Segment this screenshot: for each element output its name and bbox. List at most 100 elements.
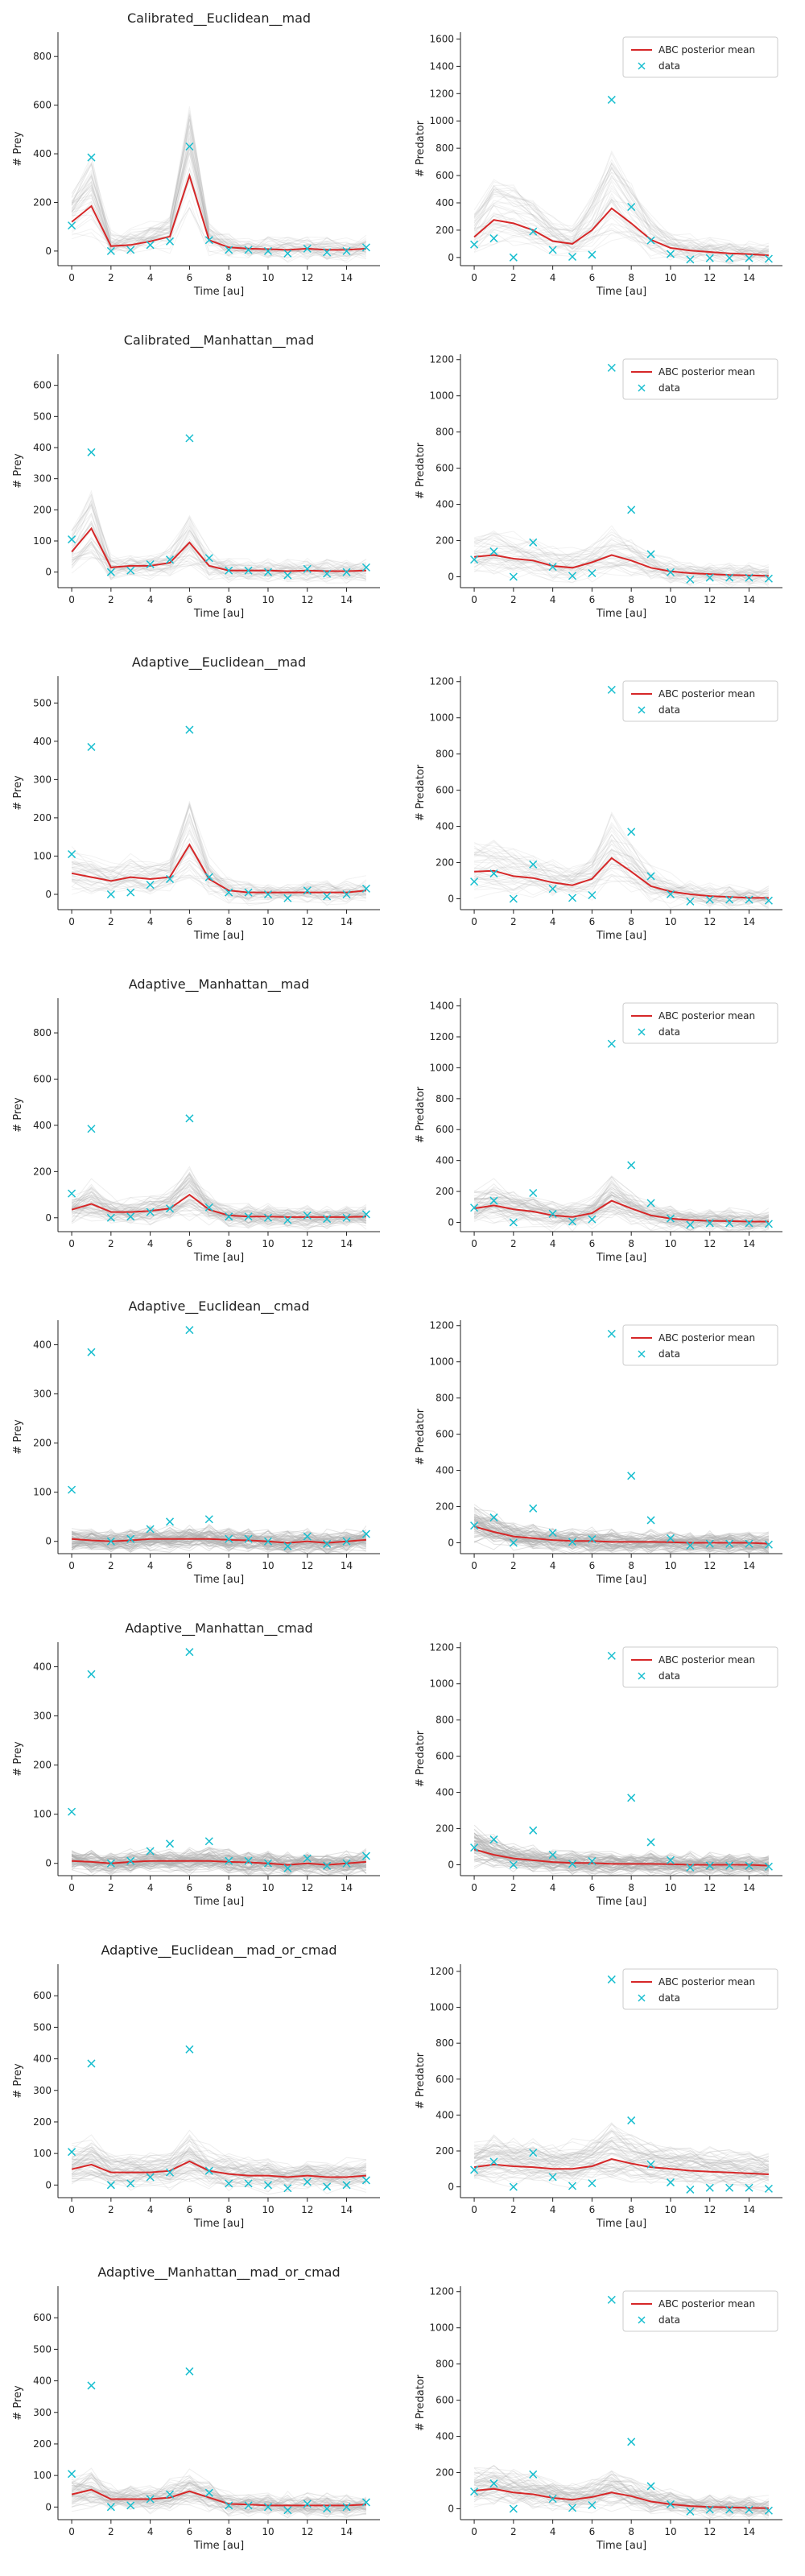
data-point	[764, 254, 773, 263]
sample-trajectory	[474, 1176, 770, 1231]
sample-trajectory	[474, 2146, 770, 2178]
sample-trajectory	[71, 141, 367, 258]
y-axis-label: # Predator	[415, 2052, 427, 2109]
sample-trajectory	[71, 2491, 367, 2514]
data-point	[470, 1843, 479, 1852]
x-tick-label: 14	[341, 1560, 353, 1571]
sample-trajectory	[473, 1517, 769, 1548]
sample-trajectory	[71, 500, 367, 577]
sample-trajectory	[474, 539, 770, 583]
data-point	[303, 564, 312, 573]
x-tick-label: 8	[225, 272, 232, 283]
x-tick-label: 8	[628, 1238, 634, 1249]
sample-trajectory	[71, 2145, 367, 2186]
x-tick-label: 6	[589, 1238, 596, 1249]
sample-trajectory	[474, 198, 770, 257]
legend-data-swatch	[638, 1028, 646, 1036]
sample-trajectory	[72, 2485, 367, 2518]
sample-trajectory	[72, 2153, 367, 2186]
sample-trajectory	[71, 2477, 367, 2512]
sample-trajectory	[473, 1845, 770, 1875]
sample-trajectory	[71, 1530, 367, 1551]
sample-trajectory	[473, 2129, 770, 2168]
data-point	[588, 568, 597, 578]
x-tick-label: 6	[589, 2204, 596, 2215]
sample-trajectory	[71, 1176, 367, 1229]
legend: ABC posterior mean data	[622, 358, 778, 400]
sample-trajectory	[473, 539, 770, 584]
sample-trajectory	[473, 1840, 770, 1872]
data-point	[342, 1213, 351, 1222]
sample-trajectory	[473, 555, 770, 586]
data-point	[568, 2504, 577, 2512]
y-tick-label: 200	[436, 225, 454, 236]
sample-trajectory	[71, 106, 367, 257]
sample-trajectory	[473, 552, 770, 586]
sample-trajectory	[473, 1193, 769, 1230]
data-point	[68, 2148, 76, 2157]
sample-trajectory	[71, 1194, 366, 1227]
sample-trajectory	[473, 2161, 770, 2178]
sample-trajectory	[71, 2135, 366, 2172]
data-point	[185, 1326, 194, 1335]
y-tick-label: 200	[436, 1823, 454, 1835]
sample-trajectory	[474, 2153, 769, 2174]
sample-trajectory	[474, 833, 770, 901]
data-point	[646, 872, 655, 881]
sample-trajectory	[473, 1205, 770, 1232]
x-tick-label: 0	[471, 2204, 477, 2215]
sample-trajectory	[71, 1847, 367, 1872]
x-axis-label: Time [au]	[596, 930, 646, 942]
plot-area	[68, 2045, 370, 2195]
sample-trajectory	[72, 1851, 367, 1874]
x-tick-label: 6	[187, 1882, 193, 1893]
sample-trajectory	[71, 1850, 366, 1872]
y-tick-label: 1200	[429, 1966, 454, 1977]
sample-trajectory	[72, 2481, 366, 2513]
sample-trajectory	[72, 2169, 367, 2187]
data-point	[68, 850, 76, 859]
sample-trajectory	[474, 1525, 769, 1551]
sample-trajectory	[473, 161, 769, 252]
y-tick-label: 0	[448, 572, 454, 583]
y-tick-label: 200	[33, 2438, 52, 2450]
sample-trajectory	[71, 837, 366, 899]
sample-trajectory	[474, 2489, 769, 2514]
plot-area	[68, 2367, 370, 2519]
sample-trajectory	[71, 207, 366, 258]
x-tick-label: 8	[225, 2526, 232, 2537]
x-tick-label: 8	[628, 2204, 634, 2215]
sample-trajectory	[474, 839, 770, 905]
sample-trajectory	[474, 2149, 770, 2180]
x-tick-label: 0	[68, 2204, 75, 2215]
data-point	[548, 563, 557, 572]
y-tick-label: 1400	[429, 60, 454, 72]
x-tick-label: 8	[628, 594, 634, 605]
sample-trajectory	[473, 2158, 770, 2182]
sample-trajectory	[473, 2475, 770, 2516]
data-point	[686, 2185, 695, 2194]
data-point	[646, 1516, 655, 1525]
sample-trajectory	[473, 1520, 770, 1554]
data-point	[764, 2184, 773, 2193]
sample-trajectory	[473, 2143, 769, 2169]
posterior-mean-line	[474, 857, 769, 899]
y-tick-label: 400	[33, 2376, 52, 2387]
data-markers	[68, 1648, 370, 1872]
sample-trajectory	[72, 1851, 366, 1873]
sample-trajectory	[71, 2146, 367, 2177]
sample-trajectory	[473, 1846, 770, 1875]
y-tick-label: 1000	[429, 1678, 454, 1690]
sample-trajectory	[71, 1195, 367, 1227]
sample-trajectory	[473, 150, 770, 258]
subplot-3-predator: 0 2 4 6 8 10 12 14 Time [au] 0 200 400 600 800 1000 120…	[415, 676, 782, 942]
data-point	[342, 890, 351, 899]
legend: ABC posterior mean data	[622, 680, 778, 722]
y-tick-label: 0	[45, 1212, 52, 1224]
sample-trajectory	[473, 1521, 770, 1548]
posterior-mean-line	[72, 1860, 366, 1866]
plot-area	[68, 434, 370, 584]
data-point	[165, 237, 175, 246]
x-tick-label: 14	[341, 916, 353, 927]
y-tick-label: 1000	[429, 712, 454, 724]
